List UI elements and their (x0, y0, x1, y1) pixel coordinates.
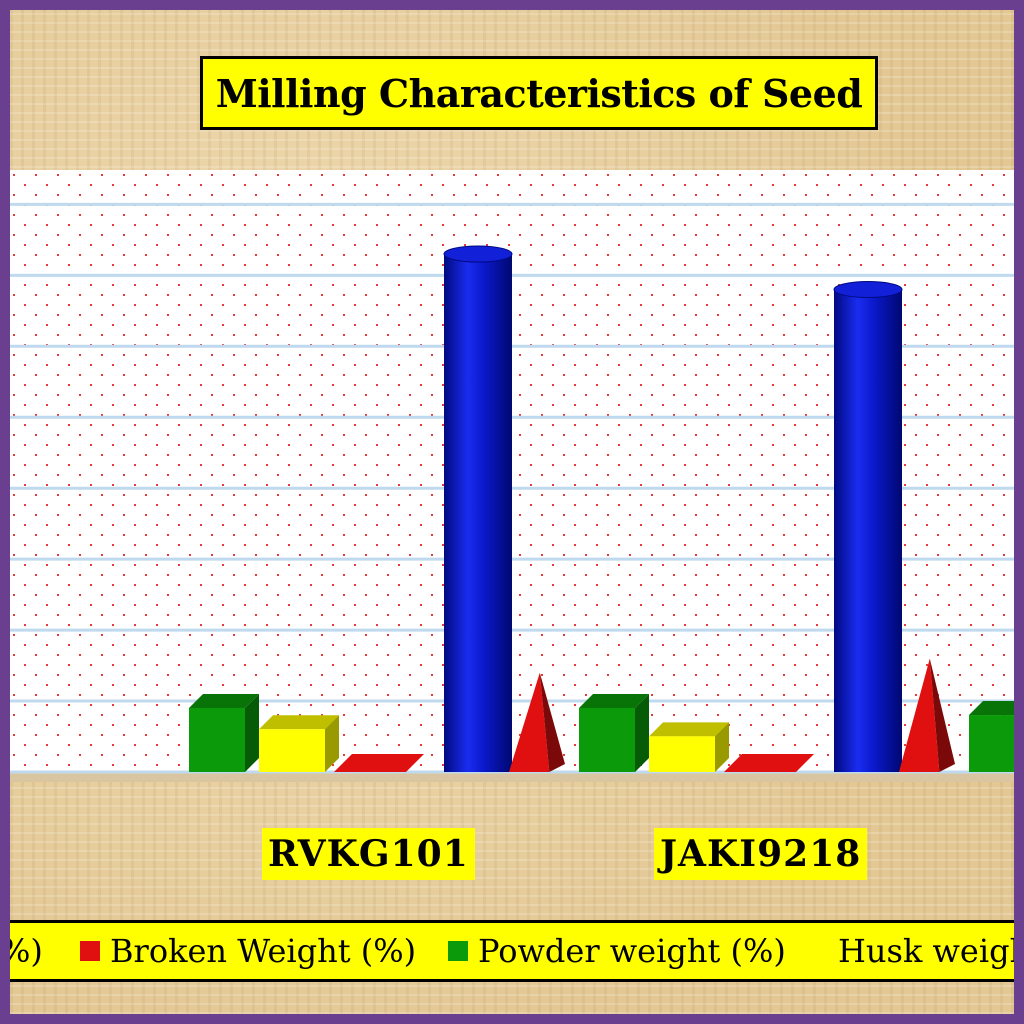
bar-husk-weigh-1 (649, 722, 729, 772)
box-side (635, 693, 649, 772)
legend-swatch (448, 940, 468, 961)
bar-husk-weigh-0 (259, 715, 339, 772)
cone-side (539, 672, 565, 772)
legend-item: Broken Weight (%) (80, 923, 416, 979)
legend-item: %) (10, 923, 43, 979)
flat-top (724, 754, 814, 772)
bar-series-0-1 (443, 245, 513, 773)
box-front (259, 729, 325, 772)
legend-label: Broken Weight (%) (110, 932, 417, 970)
category-label: RVKG101 (262, 828, 475, 880)
plot-area (10, 170, 1014, 782)
category-label: a (0, 828, 6, 880)
legend-label: Powder weight (%) (478, 932, 786, 970)
cylinder-top (443, 245, 513, 263)
box-side (245, 693, 259, 772)
legend-swatch (80, 940, 100, 961)
bar-series-4-1 (724, 754, 814, 772)
box-side (325, 715, 339, 772)
legend-label: Husk weigh (838, 932, 1024, 970)
box-top (259, 715, 339, 730)
cylinder-top (833, 281, 903, 299)
legend-label: %) (10, 932, 43, 970)
plot-floor (10, 772, 1014, 782)
box-front (969, 715, 1014, 772)
bar-series-0-2 (833, 281, 903, 772)
bar-broken-weight-1 (509, 672, 565, 772)
bar-powder-weight-2 (969, 701, 1014, 772)
box-front (189, 707, 245, 772)
flat-top (334, 754, 424, 772)
bar-powder-weight-0 (189, 693, 259, 772)
chart-svg (10, 170, 1014, 782)
cone-front (899, 658, 940, 772)
box-top (579, 693, 649, 708)
box-front (649, 736, 715, 772)
cone-front (509, 672, 550, 772)
bar-series-4-0 (334, 754, 424, 772)
cone-side (929, 658, 955, 772)
box-top (969, 701, 1014, 716)
box-front (579, 707, 635, 772)
chart-title-box: Milling Characteristics of Seed (200, 56, 878, 130)
bar-powder-weight-1 (579, 693, 649, 772)
box-top (189, 693, 259, 708)
legend-item: Powder weight (%) (448, 923, 786, 979)
box-top (649, 722, 729, 737)
legend-item: Husk weigh (838, 923, 1024, 979)
category-label: JAKI9218 (654, 828, 868, 880)
legend: %) Broken Weight (%) Powder weight (%) Husk… (10, 920, 1024, 982)
box-side (715, 722, 729, 772)
cylinder-body (444, 254, 512, 773)
cylinder-body (834, 289, 902, 772)
bar-broken-weight-2 (899, 658, 955, 772)
bars (189, 245, 1014, 773)
chart-title: Milling Characteristics of Seed (215, 70, 863, 116)
